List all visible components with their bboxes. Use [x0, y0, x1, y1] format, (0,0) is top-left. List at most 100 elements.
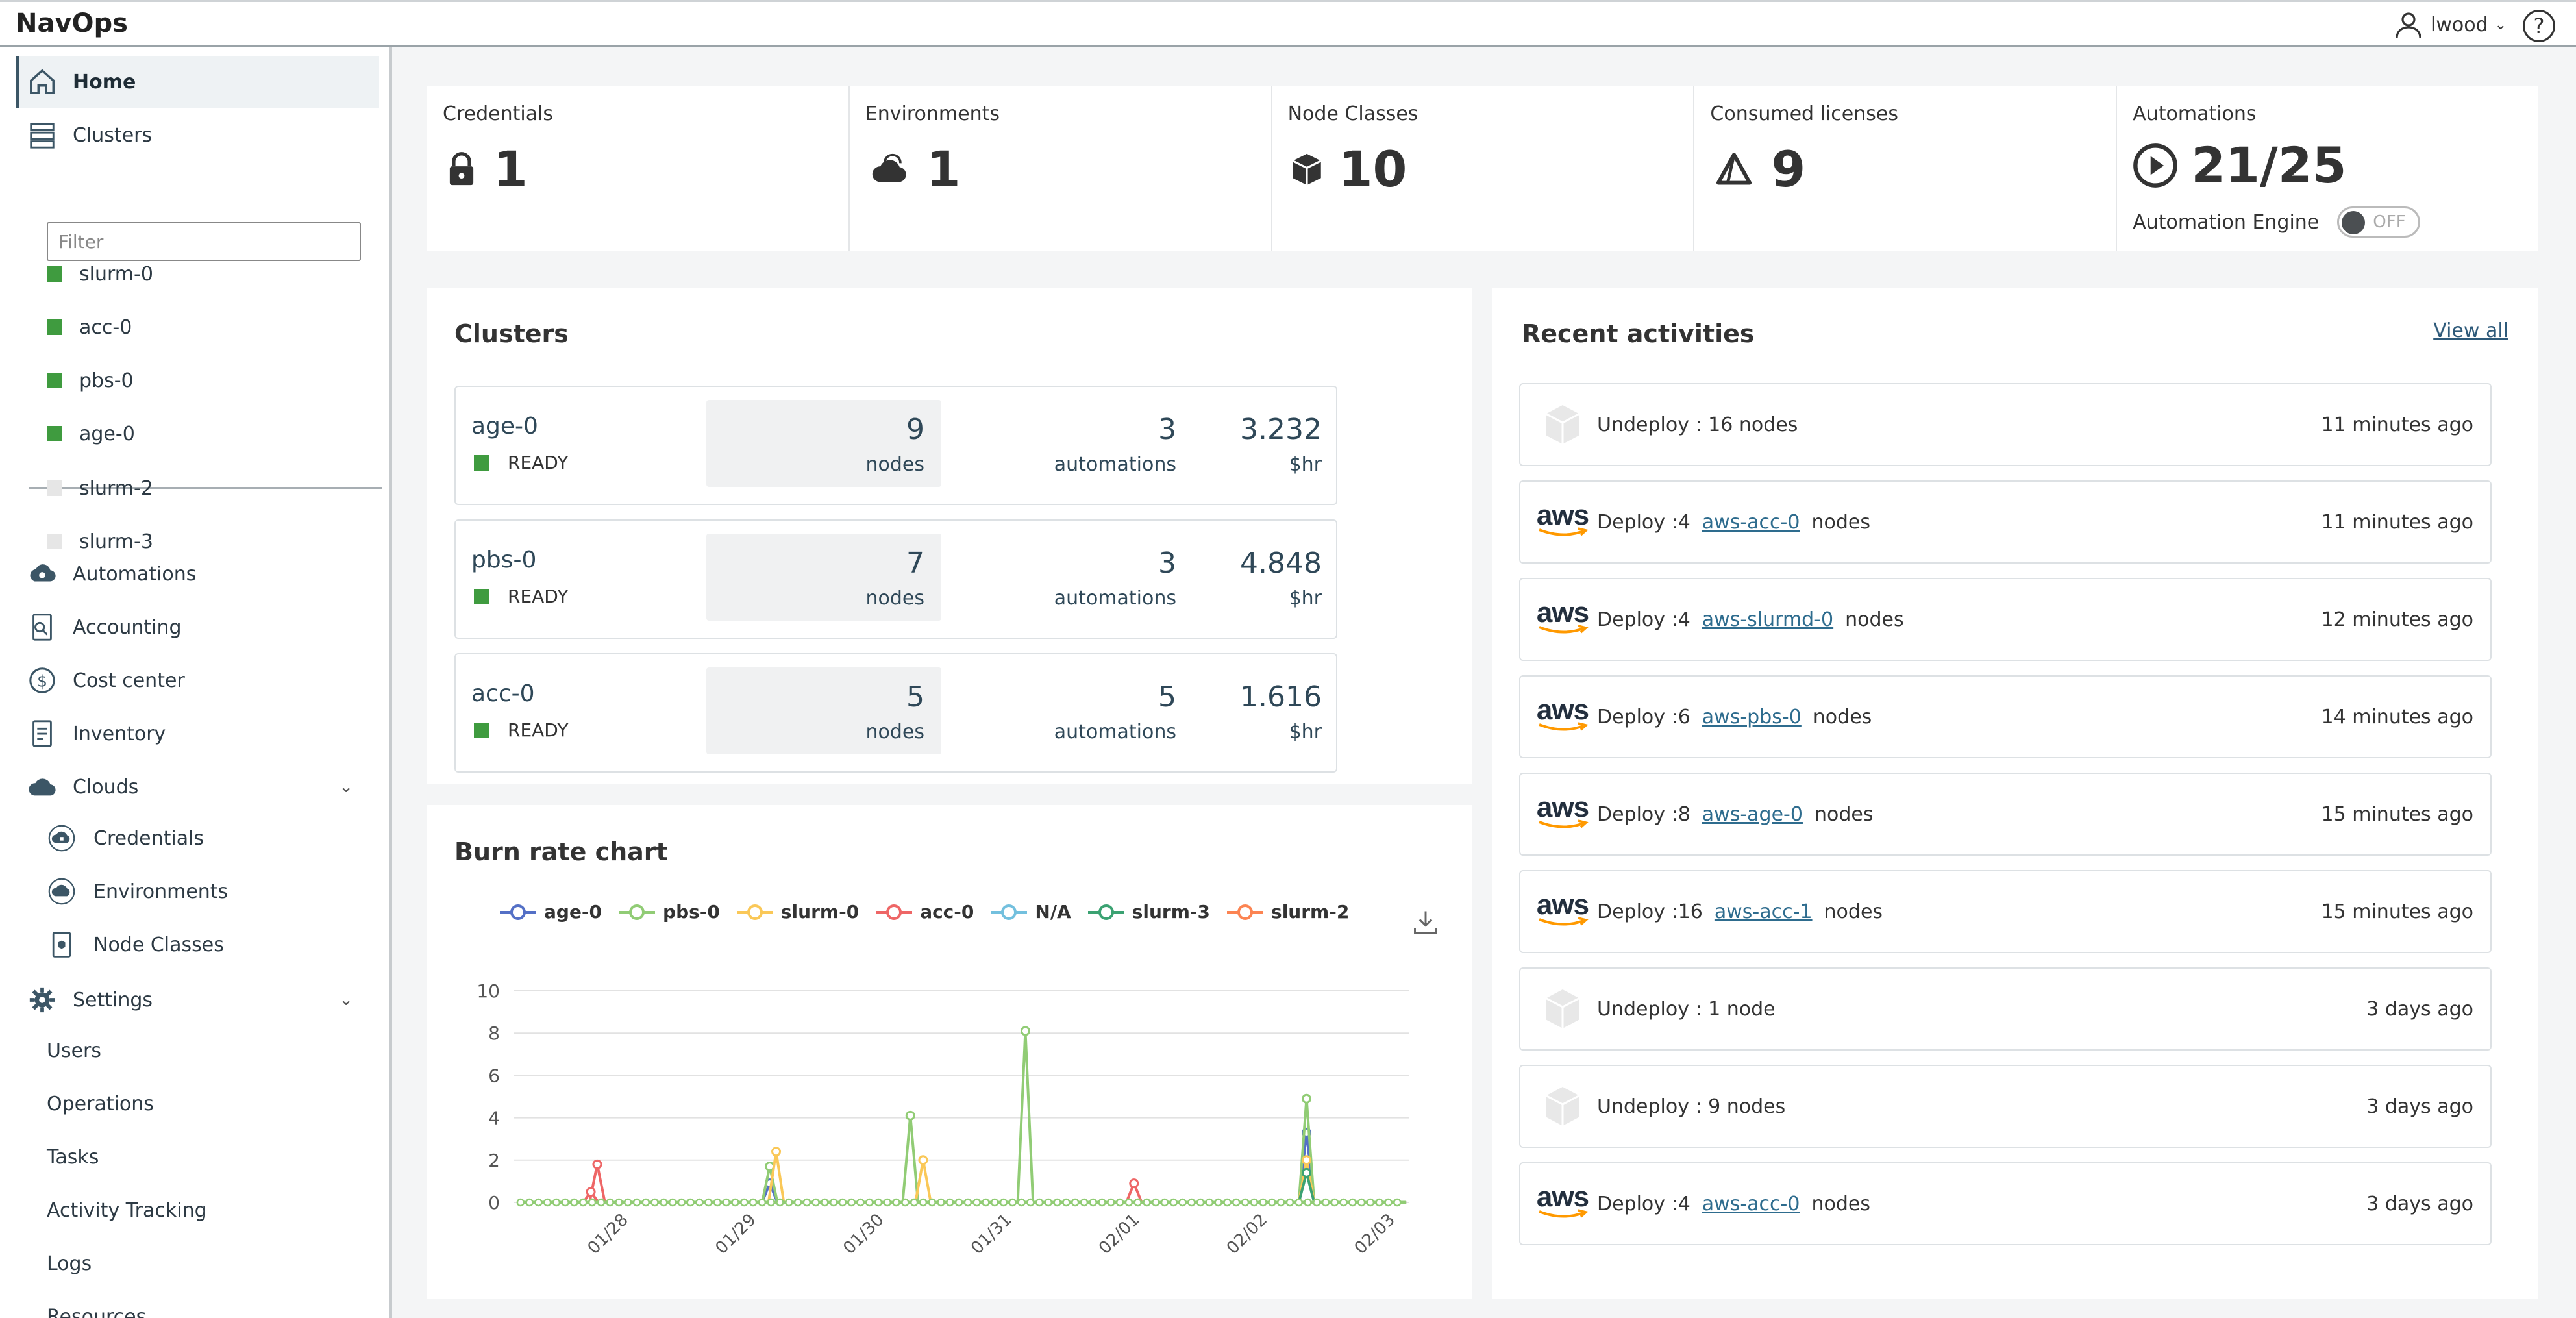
stat-credentials[interactable]: Credentials 1 — [427, 86, 850, 251]
cluster-row-pbs-0[interactable]: pbs-0 READY 7 nodes 3 automations 4.848 … — [454, 519, 1337, 639]
node-class-link[interactable]: aws-age-0 — [1702, 802, 1803, 826]
sidebar-cluster-slurm-0[interactable]: slurm-0 — [47, 255, 153, 293]
stats-bar: Credentials 1 Environments 1 Node Classe… — [427, 86, 2538, 251]
nav-environments[interactable]: Environments — [47, 867, 371, 915]
cluster-label: slurm-3 — [79, 530, 153, 553]
nav-settings[interactable]: Settings ⌄ — [16, 974, 379, 1026]
baseline-point — [543, 1198, 552, 1207]
activity-item[interactable]: aws Deploy :8 aws-age-0 nodes 15 minutes ago — [1519, 773, 2492, 856]
cluster-row-acc-0[interactable]: acc-0 READY 5 nodes 5 automations 1.616 … — [454, 653, 1337, 773]
activity-item[interactable]: Undeploy : 16 nodes 11 minutes ago — [1519, 383, 2492, 466]
legend-item[interactable]: N/A — [989, 901, 1071, 923]
view-all-link[interactable]: View all — [2433, 319, 2508, 342]
sidebar-cluster-slurm-2[interactable]: slurm-2 — [47, 469, 153, 508]
activity-item[interactable]: Undeploy : 1 node 3 days ago — [1519, 967, 2492, 1051]
node-class-link[interactable]: aws-acc-1 — [1714, 900, 1813, 923]
automation-engine-toggle[interactable]: OFF — [2337, 206, 2421, 238]
activity-time: 3 days ago — [2366, 1192, 2473, 1215]
nav-logs[interactable]: Logs — [47, 1244, 92, 1283]
activity-item[interactable]: aws Deploy :4 aws-acc-0 nodes 3 days ago — [1519, 1162, 2492, 1245]
clusters-card: Clusters age-0 READY 9 nodes 3 automatio… — [427, 288, 1472, 784]
automations-label: automations — [1054, 587, 1176, 610]
baseline-point — [561, 1198, 569, 1207]
nav-accounting[interactable]: Accounting — [16, 601, 379, 653]
legend-item[interactable]: slurm-3 — [1087, 901, 1210, 923]
legend-marker — [736, 904, 773, 920]
activity-description: Deploy :4 — [1597, 510, 1690, 534]
user-menu[interactable]: lwood ⌄ — [2393, 8, 2507, 41]
baseline-point — [668, 1198, 677, 1207]
activity-text: Deploy :4 aws-acc-0 nodes — [1597, 1193, 1870, 1215]
nav-tasks[interactable]: Tasks — [47, 1138, 99, 1176]
activity-item[interactable]: aws Deploy :4 aws-slurmd-0 nodes 12 minutes … — [1519, 578, 2492, 661]
legend-item[interactable]: acc-0 — [874, 901, 974, 923]
cluster-row-age-0[interactable]: age-0 READY 9 nodes 3 automations 3.232 … — [454, 386, 1337, 505]
nav-clouds[interactable]: Clouds ⌄ — [16, 761, 379, 813]
nav-credentials[interactable]: Credentials — [47, 814, 371, 862]
baseline-point — [910, 1198, 919, 1207]
legend-item[interactable]: pbs-0 — [617, 901, 720, 923]
activity-description: Deploy :4 — [1597, 1192, 1690, 1215]
sidebar-cluster-age-0[interactable]: age-0 — [47, 414, 135, 453]
activity-item[interactable]: aws Deploy :4 aws-acc-0 nodes 11 minutes ago — [1519, 480, 2492, 564]
download-icon[interactable] — [1411, 908, 1440, 936]
stat-consumed-licenses[interactable]: Consumed licenses 9 — [1694, 86, 2118, 251]
activity-description: Undeploy : 9 nodes — [1597, 1095, 1786, 1118]
nav-inventory[interactable]: Inventory — [16, 708, 379, 760]
nav-operations[interactable]: Operations — [47, 1084, 154, 1123]
baseline-point — [1133, 1198, 1142, 1207]
sidebar: Home Clusters slurm-0 acc-0 pbs-0 age-0 … — [0, 47, 392, 1318]
legend-item[interactable]: age-0 — [499, 901, 602, 923]
activity-item[interactable]: aws Deploy :6 aws-pbs-0 nodes 14 minutes ago — [1519, 675, 2492, 758]
home-icon — [26, 66, 58, 98]
nav-resources[interactable]: Resources — [47, 1297, 146, 1318]
nav-users[interactable]: Users — [47, 1031, 101, 1070]
automation-engine: Automation Engine OFF — [2133, 206, 2421, 238]
baseline-point — [1393, 1198, 1402, 1207]
nav-clusters[interactable]: Clusters — [16, 109, 379, 161]
activity-time: 12 minutes ago — [2321, 608, 2473, 631]
stat-automations[interactable]: Automations 21/25 Automation Engine OFF — [2117, 86, 2538, 251]
baseline-point — [856, 1198, 865, 1207]
lock-icon — [449, 151, 474, 185]
legend-label: acc-0 — [920, 901, 974, 923]
legend-label: age-0 — [544, 901, 602, 923]
x-tick-label: 02/01 — [1095, 1210, 1143, 1258]
activity-suffix: nodes — [1845, 608, 1904, 631]
node-class-icon — [47, 930, 77, 960]
baseline-point — [1366, 1198, 1375, 1207]
baseline-point — [784, 1198, 793, 1207]
data-point — [592, 1159, 602, 1169]
node-class-link[interactable]: aws-slurmd-0 — [1702, 608, 1834, 631]
sidebar-cluster-slurm-3[interactable]: slurm-3 — [47, 522, 153, 561]
node-class-link[interactable]: aws-pbs-0 — [1702, 705, 1802, 728]
nav-activity-tracking[interactable]: Activity Tracking — [47, 1191, 207, 1230]
legend-item[interactable]: slurm-0 — [736, 901, 859, 923]
y-tick-label: 6 — [488, 1065, 500, 1086]
activity-text: Undeploy : 9 nodes — [1597, 1095, 1785, 1118]
baseline-point — [1375, 1198, 1383, 1207]
baseline-point — [1098, 1198, 1106, 1207]
nav-cost-center[interactable]: $ Cost center — [16, 654, 379, 706]
baseline-point — [606, 1198, 614, 1207]
activity-item[interactable]: Undeploy : 9 nodes 3 days ago — [1519, 1065, 2492, 1148]
automations-label: automations — [1054, 721, 1176, 743]
status-square — [47, 319, 62, 335]
nav-home[interactable]: Home — [16, 56, 379, 108]
legend-item[interactable]: slurm-2 — [1226, 901, 1349, 923]
baseline-point — [552, 1198, 561, 1207]
cluster-filter-input[interactable] — [47, 222, 361, 261]
sidebar-cluster-acc-0[interactable]: acc-0 — [47, 308, 132, 347]
stat-value: 1 — [926, 140, 961, 198]
activity-text: Deploy :8 aws-age-0 nodes — [1597, 803, 1873, 826]
chevron-down-icon: ⌄ — [339, 990, 353, 1010]
node-class-link[interactable]: aws-acc-0 — [1702, 1192, 1800, 1215]
nav-node-classes[interactable]: Node Classes — [47, 921, 371, 969]
sidebar-cluster-pbs-0[interactable]: pbs-0 — [47, 361, 134, 400]
stat-node-classes[interactable]: Node Classes 10 — [1272, 86, 1695, 251]
stat-environments[interactable]: Environments 1 — [850, 86, 1272, 251]
help-icon[interactable]: ? — [2523, 10, 2555, 42]
nav-automations[interactable]: Automations — [16, 548, 379, 600]
activity-item[interactable]: aws Deploy :16 aws-acc-1 nodes 15 minutes ag… — [1519, 870, 2492, 953]
node-class-link[interactable]: aws-acc-0 — [1702, 510, 1800, 534]
